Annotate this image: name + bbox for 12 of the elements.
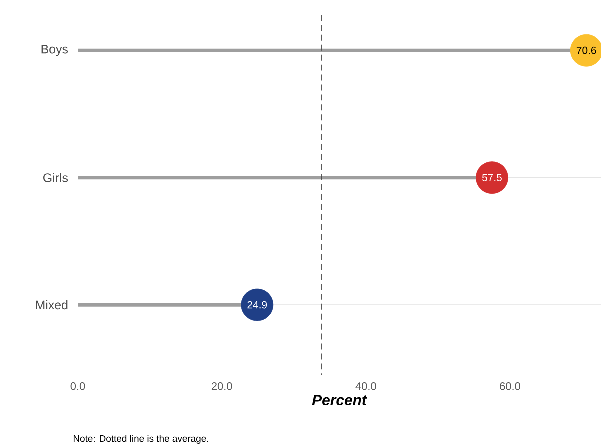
x-tick-label: 60.0	[500, 382, 520, 390]
x-tick-label: 20.0	[212, 382, 232, 390]
text: Note: Dotted line is the average.	[74, 435, 208, 444]
y-tick-label: Boys	[42, 45, 68, 56]
y-tick-label: Mixed	[36, 300, 68, 310]
data-label: 57.5	[482, 174, 502, 182]
data-label: 24.9	[248, 301, 268, 309]
y-tick-label: Girls	[44, 173, 68, 182]
x-tick-label: 40.0	[356, 382, 376, 390]
x-axis-title: Percent	[312, 395, 368, 406]
data-label: 70.6	[576, 46, 596, 54]
x-tick-label: 0.0	[70, 382, 86, 390]
